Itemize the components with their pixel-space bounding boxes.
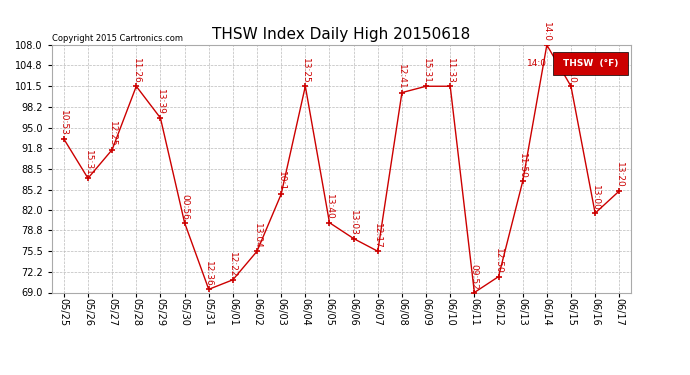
Text: 11:33: 11:33 (446, 58, 455, 84)
Text: 16:10: 16:10 (566, 58, 575, 84)
Text: 13:04: 13:04 (253, 223, 262, 249)
Text: 13:00: 13:00 (591, 184, 600, 210)
Text: 11:50: 11:50 (518, 153, 527, 178)
FancyBboxPatch shape (553, 53, 629, 75)
Text: 12:17: 12:17 (373, 223, 382, 249)
Text: Copyright 2015 Cartronics.com: Copyright 2015 Cartronics.com (52, 33, 183, 42)
Text: 15:31: 15:31 (83, 150, 92, 176)
Text: 00:56: 00:56 (180, 194, 189, 220)
Text: THSW  (°F): THSW (°F) (563, 59, 618, 68)
Text: 13:40: 13:40 (325, 194, 334, 220)
Text: 10:1: 10:1 (277, 171, 286, 191)
Text: 10:53: 10:53 (59, 110, 68, 136)
Title: THSW Index Daily High 20150618: THSW Index Daily High 20150618 (213, 27, 471, 42)
Text: 12:41: 12:41 (397, 64, 406, 90)
Text: 14:0: 14:0 (542, 22, 551, 42)
Text: 13:20: 13:20 (615, 162, 624, 188)
Text: 15:31: 15:31 (422, 58, 431, 84)
Text: 12:50: 12:50 (494, 248, 503, 274)
Text: 09:52: 09:52 (470, 264, 479, 290)
Text: 14:0: 14:0 (527, 59, 547, 68)
Text: 11:26: 11:26 (132, 58, 141, 84)
Text: 13:03: 13:03 (349, 210, 358, 236)
Text: 13:25: 13:25 (301, 58, 310, 84)
Text: 12:25: 12:25 (108, 121, 117, 147)
Text: 12:36: 12:36 (204, 261, 213, 286)
Text: 13:39: 13:39 (156, 89, 165, 115)
Text: 12:22: 12:22 (228, 252, 237, 277)
